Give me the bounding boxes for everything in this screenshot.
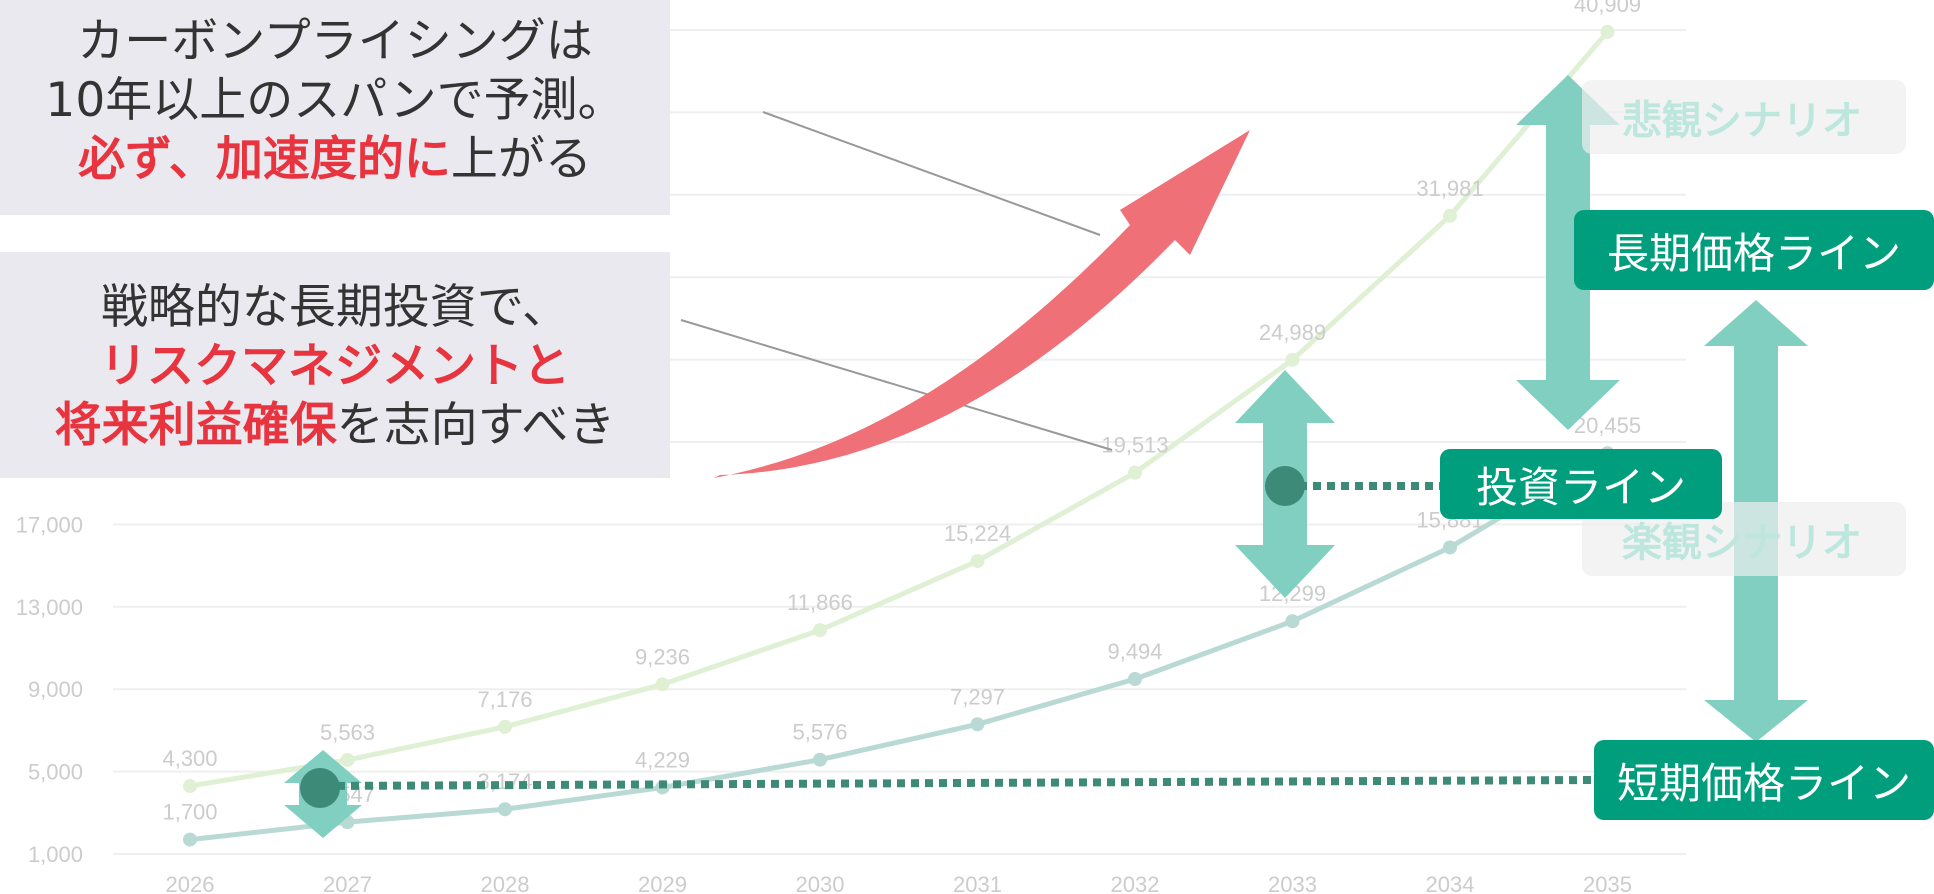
x-tick-label: 2026 xyxy=(166,872,215,894)
data-label: 20,455 xyxy=(1574,413,1641,438)
callout-top-line2: 10年以上のスパンで予測。 xyxy=(45,73,625,128)
x-tick-label: 2035 xyxy=(1583,872,1632,894)
callout-bottom-rest: を志向すべき xyxy=(336,398,616,453)
y-tick-label: 1,000 xyxy=(28,842,83,867)
x-tick-label: 2027 xyxy=(323,872,372,894)
pointer-line-bottom xyxy=(680,319,1113,451)
y-tick-label: 9,000 xyxy=(28,677,83,702)
short-term-price-line-label: 短期価格ライン xyxy=(1594,740,1934,820)
y-tick-label: 17,000 xyxy=(16,512,83,537)
series-line xyxy=(189,451,1609,843)
callout-bottom-red2: 将来利益確保 xyxy=(54,398,337,453)
double-arrow-icon-long xyxy=(1516,75,1620,430)
pessimistic-scenario-label: 悲観シナリオ xyxy=(1582,80,1906,154)
data-label: 9,236 xyxy=(635,644,690,669)
callout-bottom-line3: 将来利益確保を志向すべき xyxy=(0,396,670,455)
data-point xyxy=(655,677,670,692)
data-point xyxy=(1128,465,1142,480)
data-point xyxy=(183,832,197,847)
data-point xyxy=(1128,672,1142,687)
data-labels: 4,300 5,563 7,176 9,236 11,866 15,224 19,513 24… xyxy=(162,0,1641,825)
x-tick-label: 2034 xyxy=(1426,872,1475,894)
data-point xyxy=(1285,614,1300,629)
data-point xyxy=(1443,208,1457,223)
data-label: 4,300 xyxy=(162,746,217,771)
callout-top: カーボンプライシングは 10年以上のスパンで予測。 必ず、加速度的に上がる xyxy=(0,0,670,215)
growth-arrow-icon xyxy=(714,130,1250,478)
investment-dot xyxy=(1265,466,1305,506)
data-label: 5,563 xyxy=(320,720,375,745)
data-point xyxy=(970,717,985,732)
x-tick-label: 2028 xyxy=(481,872,530,894)
y-tick-label: 5,000 xyxy=(28,760,83,785)
data-label: 7,297 xyxy=(950,684,1005,709)
data-label: 40,909 xyxy=(1574,0,1641,17)
data-label: 19,513 xyxy=(1101,433,1168,458)
data-label: 9,494 xyxy=(1107,639,1162,664)
callout-bottom-red1: リスクマネジメントと xyxy=(100,339,570,394)
data-label: 1,700 xyxy=(162,800,217,825)
callout-top-red: 必ず、加速度的に xyxy=(78,132,451,187)
data-label: 7,176 xyxy=(477,687,532,712)
data-label: 5,576 xyxy=(792,720,847,745)
x-tick-label: 2030 xyxy=(796,872,845,894)
callout-top-line1: カーボンプライシングは xyxy=(77,14,593,69)
x-axis: 2026 2027 2028 2029 2030 2031 2032 2033 2034 2035 xyxy=(166,872,1632,894)
x-tick-label: 2033 xyxy=(1268,872,1317,894)
data-point xyxy=(1443,540,1457,555)
x-tick-label: 2029 xyxy=(638,872,687,894)
data-point xyxy=(970,553,985,568)
data-label: 24,989 xyxy=(1259,320,1326,345)
x-tick-label: 2032 xyxy=(1111,872,1160,894)
data-point xyxy=(1600,24,1615,39)
series-lines xyxy=(183,24,1615,847)
short-term-dot xyxy=(300,768,340,808)
y-axis: 1,000 5,000 9,000 13,000 17,000 xyxy=(16,512,83,867)
long-term-price-line-label: 長期価格ライン xyxy=(1574,210,1934,290)
data-point xyxy=(498,802,512,817)
callout-bottom: 戦略的な長期投資で、 リスクマネジメントと 将来利益確保を志向すべき xyxy=(0,252,670,478)
data-point xyxy=(813,623,827,638)
investment-line-label: 投資ライン xyxy=(1440,449,1722,519)
callout-top-rest: 上がる xyxy=(450,132,592,187)
series-line xyxy=(189,30,1610,789)
data-point xyxy=(813,752,827,767)
pointer-line-top xyxy=(762,111,1101,236)
x-tick-label: 2031 xyxy=(953,872,1002,894)
data-label: 11,866 xyxy=(787,590,853,615)
data-label: 4,229 xyxy=(635,747,690,772)
data-point xyxy=(183,779,197,794)
short-term-dotted-line xyxy=(322,776,1595,790)
callout-bottom-line1: 戦略的な長期投資で、 xyxy=(100,280,570,335)
y-tick-label: 13,000 xyxy=(16,595,83,620)
data-point xyxy=(1285,352,1300,367)
optimistic-scenario-label: 楽観シナリオ xyxy=(1582,502,1906,576)
data-point xyxy=(340,753,355,768)
data-label: 31,981 xyxy=(1416,176,1483,201)
data-label: 15,224 xyxy=(944,521,1011,546)
data-point xyxy=(498,719,512,734)
callout-top-line3: 必ず、加速度的に上がる xyxy=(0,130,670,189)
